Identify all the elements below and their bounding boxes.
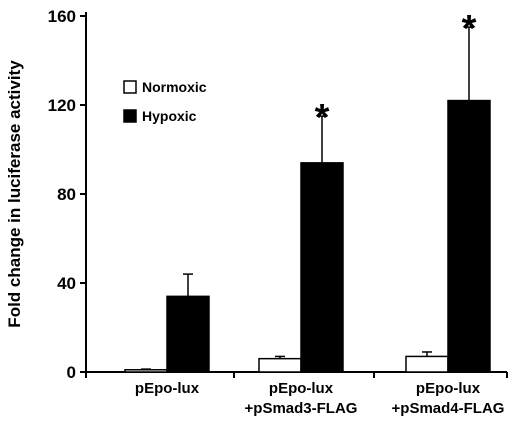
chart-bars <box>124 99 491 373</box>
chart-legend: Normoxic Hypoxic <box>123 79 207 124</box>
y-tick-label: 160 <box>48 7 76 26</box>
y-tick-label: 120 <box>48 96 76 115</box>
x-category-label: pEpo-lux <box>269 380 334 397</box>
y-axis-label: Fold change in luciferase activity <box>5 60 24 328</box>
y-tick-label: 80 <box>57 185 76 204</box>
y-tick-label: 0 <box>67 363 76 382</box>
bar-normoxic <box>258 357 302 373</box>
x-category-label: +pSmad3-FLAG <box>245 400 358 417</box>
bar-hypoxic <box>166 295 210 373</box>
bar-hypoxic <box>447 99 491 373</box>
significance-star: * <box>315 97 330 139</box>
significance-star: * <box>462 8 477 50</box>
legend-label-normoxic: Normoxic <box>142 79 207 95</box>
y-tick-label: 40 <box>57 274 76 293</box>
x-category-label: pEpo-lux <box>416 380 481 397</box>
bar-normoxic <box>405 355 449 373</box>
legend-swatch-normoxic <box>123 80 137 94</box>
x-category-label: +pSmad4-FLAG <box>392 400 505 417</box>
bar-normoxic <box>124 369 168 373</box>
bar-hypoxic <box>300 162 344 373</box>
chart-labels: Fold change in luciferase activity * * pEpo… <box>5 8 504 417</box>
legend-swatch-hypoxic <box>123 109 137 123</box>
chart-axes: 0 40 80 120 160 <box>48 7 508 382</box>
chart-error-bars <box>141 26 474 370</box>
legend-label-hypoxic: Hypoxic <box>142 108 197 124</box>
x-category-label: pEpo-lux <box>135 380 200 397</box>
